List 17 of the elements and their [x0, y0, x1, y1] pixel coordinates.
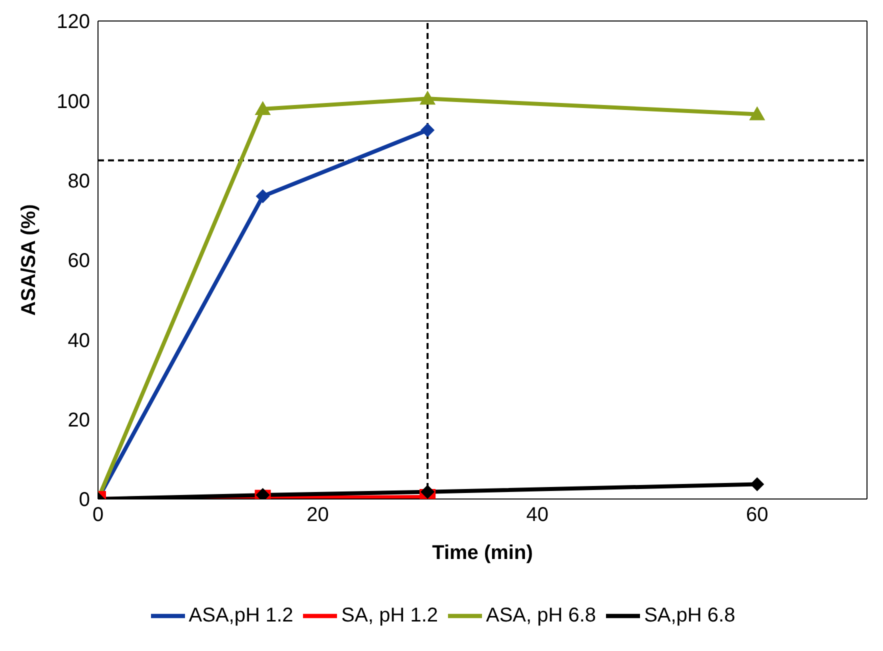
x-tick-label: 60: [746, 504, 768, 526]
y-tick-label: 60: [68, 250, 90, 272]
y-axis-title: ASA/SA (%): [18, 204, 40, 316]
legend-label: ASA,pH 1.2: [188, 604, 294, 626]
x-tick-label: 40: [526, 504, 549, 526]
x-axis-title: Time (min): [432, 542, 533, 564]
y-tick-label: 80: [68, 170, 90, 192]
legend-label: SA, pH 1.2: [341, 604, 438, 626]
y-tick-label: 40: [68, 330, 90, 352]
legend-label: ASA, pH 6.8: [486, 604, 596, 626]
x-tick-label: 20: [306, 504, 329, 526]
y-tick-label: 20: [68, 409, 90, 432]
y-tick-label: 100: [56, 90, 90, 113]
x-tick-label: 0: [92, 504, 104, 526]
y-tick-label: 120: [56, 11, 90, 34]
legend-label: SA,pH 6.8: [644, 604, 736, 626]
y-tick-label: 0: [78, 489, 90, 512]
